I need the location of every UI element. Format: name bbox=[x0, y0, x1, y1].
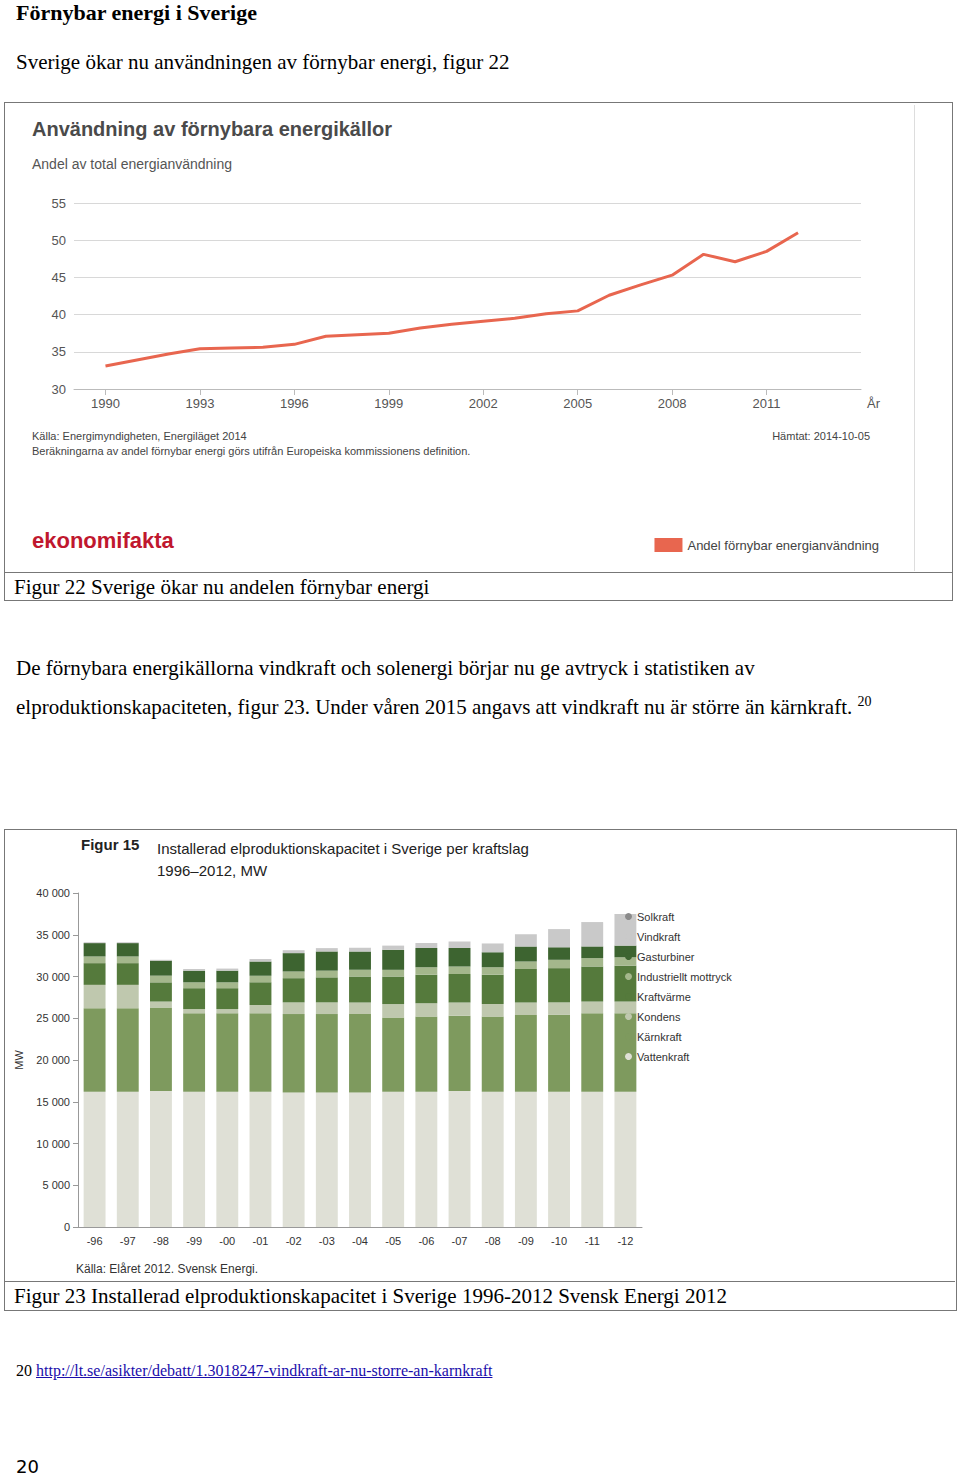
svg-text:Solkraft: Solkraft bbox=[637, 911, 674, 923]
svg-text:-04: -04 bbox=[352, 1235, 368, 1247]
svg-text:Vindkraft: Vindkraft bbox=[637, 931, 680, 943]
svg-text:25 000: 25 000 bbox=[36, 1012, 70, 1024]
svg-text:-97: -97 bbox=[120, 1235, 136, 1247]
svg-text:30 000: 30 000 bbox=[36, 971, 70, 983]
svg-text:2002: 2002 bbox=[469, 396, 498, 411]
svg-text:-01: -01 bbox=[253, 1235, 269, 1247]
svg-text:1990: 1990 bbox=[91, 396, 120, 411]
svg-text:Kraftvärme: Kraftvärme bbox=[637, 991, 691, 1003]
svg-text:50: 50 bbox=[52, 233, 66, 248]
svg-text:-06: -06 bbox=[418, 1235, 434, 1247]
svg-text:-03: -03 bbox=[319, 1235, 335, 1247]
svg-text:ekonomifakta: ekonomifakta bbox=[32, 528, 175, 553]
svg-text:Användning av förnybara energi: Användning av förnybara energikällor bbox=[32, 118, 392, 140]
html-text:Förnybar energi i Sverige: Förnybar energi i Sverige bbox=[16, 0, 257, 25]
svg-text:Kondens: Kondens bbox=[637, 1011, 681, 1023]
svg-text:Källa: Energimyndigheten, Ener: Källa: Energimyndigheten, Energiläget 20… bbox=[32, 430, 247, 442]
svg-text:10 000: 10 000 bbox=[36, 1138, 70, 1150]
svg-text:55: 55 bbox=[52, 196, 66, 211]
svg-text:År: År bbox=[867, 396, 881, 411]
svg-text:Hämtat: 2014-10-05: Hämtat: 2014-10-05 bbox=[772, 430, 870, 442]
svg-text:-09: -09 bbox=[518, 1235, 534, 1247]
svg-text:1993: 1993 bbox=[185, 396, 214, 411]
svg-text:-11: -11 bbox=[585, 1235, 600, 1247]
svg-text:40 000: 40 000 bbox=[36, 887, 70, 899]
svg-text:-98: -98 bbox=[153, 1235, 169, 1247]
svg-text:2008: 2008 bbox=[658, 396, 687, 411]
svg-text:1999: 1999 bbox=[374, 396, 403, 411]
svg-text:Vattenkraft: Vattenkraft bbox=[637, 1051, 689, 1063]
svg-text:45: 45 bbox=[52, 270, 66, 285]
svg-text:Figur 15: Figur 15 bbox=[81, 836, 139, 853]
svg-text:-10: -10 bbox=[551, 1235, 567, 1247]
svg-text:Andel förnybar energianvändnin: Andel förnybar energianvändning bbox=[687, 538, 879, 553]
svg-text:-00: -00 bbox=[219, 1235, 235, 1247]
html-text:De förnybara energikällorna vi: De förnybara energikällorna vindkraft oc… bbox=[16, 656, 872, 719]
svg-text:-99: -99 bbox=[186, 1235, 202, 1247]
svg-text:2005: 2005 bbox=[563, 396, 592, 411]
svg-text:Industriellt mottryck: Industriellt mottryck bbox=[637, 971, 732, 983]
svg-text:35 000: 35 000 bbox=[36, 929, 70, 941]
svg-text:35: 35 bbox=[52, 344, 66, 359]
svg-text:Installerad elproduktionskapac: Installerad elproduktionskapacitet i Sve… bbox=[157, 840, 529, 857]
html-text:Figur 23 Installerad elprodukt: Figur 23 Installerad elproduktionskapaci… bbox=[14, 1284, 727, 1308]
html-text:Figur 22 Sverige ökar nu andel: Figur 22 Sverige ökar nu andelen förnyba… bbox=[14, 575, 430, 599]
svg-text:Källa: Elåret 2012. Svensk Ene: Källa: Elåret 2012. Svensk Energi. bbox=[76, 1262, 258, 1276]
svg-text:Gasturbiner: Gasturbiner bbox=[637, 951, 695, 963]
svg-text:2011: 2011 bbox=[753, 396, 781, 411]
svg-text:-05: -05 bbox=[385, 1235, 401, 1247]
svg-text:-02: -02 bbox=[286, 1235, 302, 1247]
html-text:20 http://lt.se/asikter/debatt: 20 http://lt.se/asikter/debatt/1.3018247… bbox=[16, 1362, 493, 1379]
svg-text:1996: 1996 bbox=[280, 396, 309, 411]
svg-text:1996–2012, MW: 1996–2012, MW bbox=[157, 862, 268, 879]
svg-text:Beräkningarna av andel förnyba: Beräkningarna av andel förnybar energi g… bbox=[32, 445, 470, 457]
svg-text:5 000: 5 000 bbox=[42, 1179, 70, 1191]
html-text:20: 20 bbox=[16, 1456, 39, 1477]
svg-text:-07: -07 bbox=[452, 1235, 468, 1247]
svg-text:Kärnkraft: Kärnkraft bbox=[637, 1031, 682, 1043]
html-text:Sverige ökar nu användningen a: Sverige ökar nu användningen av förnybar… bbox=[16, 50, 510, 74]
svg-text:15 000: 15 000 bbox=[36, 1096, 70, 1108]
svg-text:-12: -12 bbox=[617, 1235, 633, 1247]
svg-text:20 000: 20 000 bbox=[36, 1054, 70, 1066]
svg-text:30: 30 bbox=[52, 382, 66, 397]
svg-text:MW: MW bbox=[13, 1050, 25, 1070]
svg-text:40: 40 bbox=[52, 307, 66, 322]
svg-text:-96: -96 bbox=[87, 1235, 103, 1247]
svg-text:0: 0 bbox=[64, 1221, 70, 1233]
svg-text:-08: -08 bbox=[485, 1235, 501, 1247]
svg-text:Andel av total energianvändnin: Andel av total energianvändning bbox=[32, 156, 232, 172]
